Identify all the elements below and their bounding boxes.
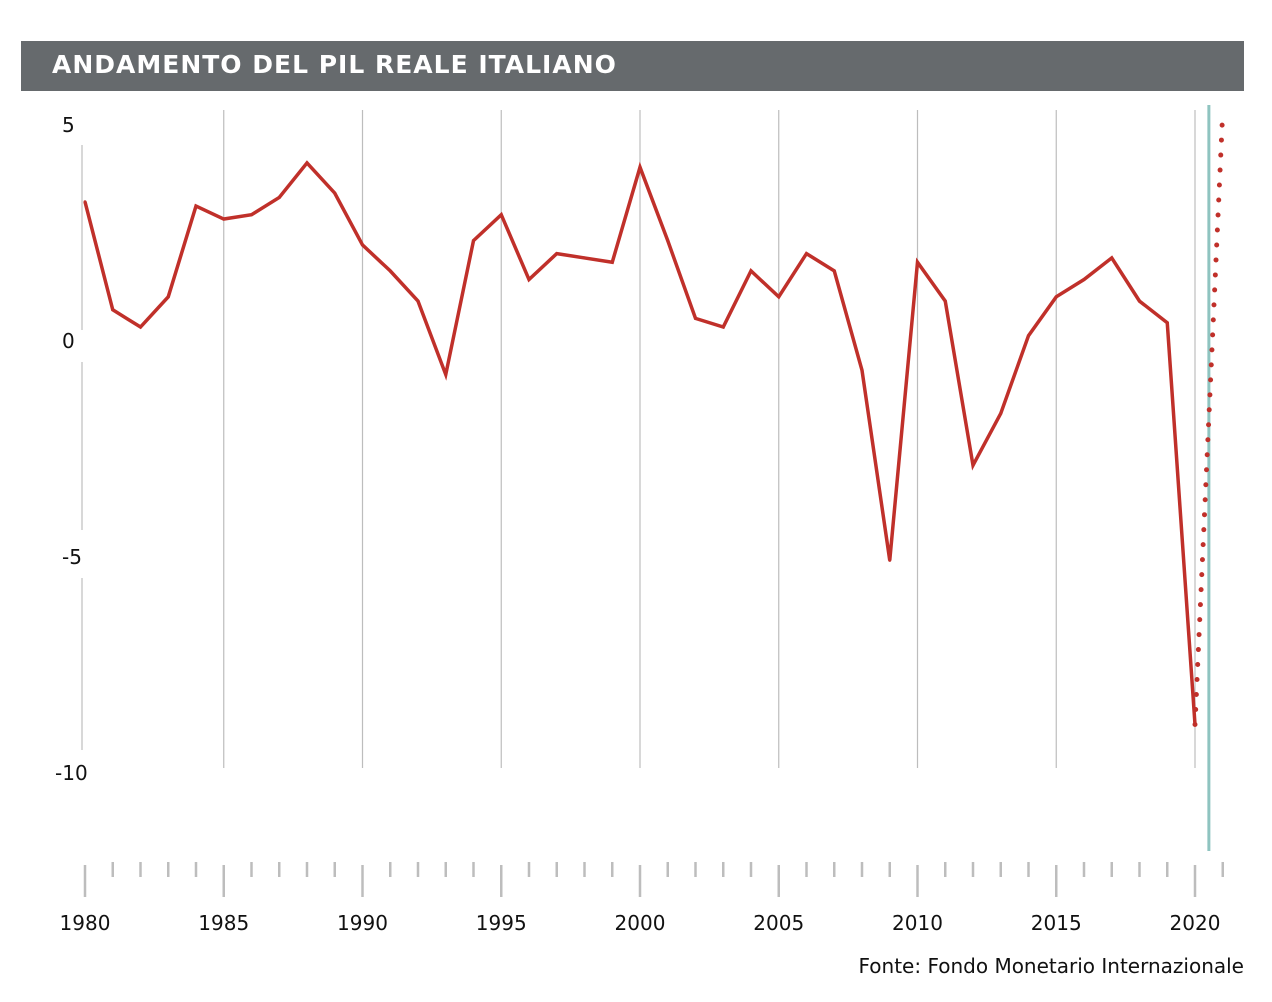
data-point-1999 <box>610 260 614 264</box>
source-note: Fonte: Fondo Monetario Internazionale <box>858 954 1245 978</box>
data-point-2013 <box>999 411 1003 415</box>
data-point-2009 <box>888 558 892 562</box>
data-point-1980 <box>83 200 87 204</box>
projection-dotted-line <box>1192 108 1226 727</box>
data-point-1989 <box>333 191 337 195</box>
data-point-1992 <box>416 299 420 303</box>
y-tick-label: 0 <box>62 329 75 353</box>
x-tick-label: 2015 <box>1031 911 1082 935</box>
data-point-1988 <box>305 161 309 165</box>
data-point-1984 <box>194 204 198 208</box>
data-point-2008 <box>860 368 864 372</box>
data-point-1995 <box>499 213 503 217</box>
data-point-2012 <box>971 463 975 467</box>
data-point-2010 <box>916 260 919 264</box>
data-point-2011 <box>943 299 947 303</box>
data-point-1998 <box>583 256 586 260</box>
data-point-1981 <box>111 308 115 312</box>
chart-title: ANDAMENTO DEL PIL REALE ITALIANO <box>52 50 617 79</box>
data-point-1991 <box>388 269 392 273</box>
data-point-2001 <box>666 239 670 243</box>
data-point-2000 <box>638 165 642 169</box>
data-point-2007 <box>832 269 836 273</box>
data-point-1985 <box>222 217 226 221</box>
data-point-1987 <box>277 195 281 199</box>
data-point-2003 <box>721 325 725 329</box>
data-point-1986 <box>250 213 253 217</box>
data-point-2002 <box>694 316 697 320</box>
data-point-1990 <box>361 243 364 247</box>
data-point-2006 <box>805 252 808 256</box>
y-tick-label: -5 <box>62 545 82 569</box>
data-point-2005 <box>777 295 781 299</box>
x-tick-label: 2005 <box>753 911 804 935</box>
data-point-1996 <box>527 278 531 282</box>
data-point-1983 <box>166 295 170 299</box>
data-point-2015 <box>1054 295 1058 299</box>
data-point-1994 <box>472 239 475 243</box>
data-point-2014 <box>1027 334 1030 338</box>
x-tick-label: 1980 <box>60 911 111 935</box>
data-point-2004 <box>749 269 753 273</box>
data-point-1982 <box>139 325 142 329</box>
data-point-1997 <box>555 252 559 256</box>
x-tick-label: 2020 <box>1170 911 1221 935</box>
x-tick-label: 1990 <box>337 911 388 935</box>
data-point-2017 <box>1110 256 1114 260</box>
data-point-2018 <box>1138 299 1141 303</box>
data-point-1993 <box>444 373 448 377</box>
x-tick-label: 2010 <box>892 911 943 935</box>
x-tick-label: 1985 <box>198 911 249 935</box>
data-point-2019 <box>1165 321 1169 325</box>
data-point-2020 <box>1193 722 1197 726</box>
data-point-2016 <box>1082 278 1086 282</box>
x-tick-label: 2000 <box>615 911 666 935</box>
x-tick-label: 1995 <box>476 911 527 935</box>
y-tick-label: 5 <box>62 113 75 137</box>
y-tick-label: -10 <box>55 761 88 785</box>
title-bar: ANDAMENTO DEL PIL REALE ITALIANO <box>21 41 1244 91</box>
